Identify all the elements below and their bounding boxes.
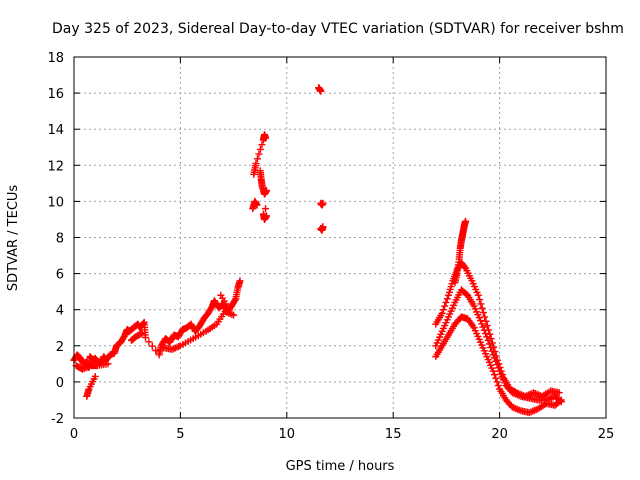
data-point [236,277,244,285]
data-point [488,347,496,355]
data-point [478,320,486,328]
series-points [451,217,470,287]
y-tick-label: 6 [56,268,64,283]
data-point [443,295,451,303]
data-point [262,205,270,213]
data-point [319,199,327,207]
data-point [438,309,446,317]
x-tick-label: 0 [70,427,78,442]
data-point [477,300,485,308]
x-tick-label: 20 [491,427,508,442]
data-point [262,134,270,142]
data-point [461,263,469,271]
data-point [556,397,564,405]
grid [74,57,606,418]
y-tick-label: 18 [47,51,64,66]
y-tick-label: 12 [47,159,64,174]
data-point [481,313,489,321]
data-point [482,330,490,338]
data-point [485,340,493,348]
chart-title: Day 325 of 2023, Sidereal Day-to-day VTE… [52,21,624,37]
x-tick-label: 15 [385,427,402,442]
data-point [474,291,482,299]
data-point [555,389,563,397]
data-point [231,296,239,304]
data-point [256,145,264,153]
data-point [104,360,112,368]
data-points [70,84,565,417]
data-point [225,306,233,314]
data-point [490,354,498,362]
data-point [441,302,449,310]
data-point [493,361,501,369]
data-point [494,382,502,390]
data-point [489,351,497,359]
data-point [255,150,263,158]
data-point [319,223,327,231]
y-tick-label: -2 [51,412,64,427]
data-point [252,159,260,167]
x-tick-label: 10 [279,427,296,442]
data-point [492,374,500,382]
x-tick-label: 25 [598,427,615,442]
data-point [145,338,153,346]
plot-frame [73,56,607,419]
data-point [557,396,565,404]
data-point [152,346,160,354]
y-tick-label: 14 [47,123,64,138]
data-point [138,329,146,337]
y-tick-label: 2 [56,340,64,355]
data-point [139,319,147,327]
data-point [137,330,145,338]
x-tick-label: 5 [176,427,184,442]
data-point [91,372,99,380]
data-point [480,326,488,334]
data-point [317,87,325,95]
data-point [479,323,487,331]
data-point [492,357,500,365]
series-points [249,131,271,223]
axis-ticks: 0 5 10 15 20 25 -2 0 2 4 6 8 10 12 14 16 18 [47,51,614,442]
data-point [482,317,490,325]
data-point [493,378,501,386]
data-point [490,371,498,379]
data-point [230,311,238,319]
data-point [494,364,502,372]
data-point [484,336,492,344]
data-point [479,309,487,317]
data-point [439,306,447,314]
data-point [462,217,470,225]
y-tick-label: 4 [56,304,64,319]
data-point [487,344,495,352]
data-point [483,333,491,341]
x-axis-label: GPS time / hours [286,459,395,474]
data-point [263,212,271,220]
data-point [253,201,261,209]
data-point [142,333,150,341]
data-point [476,296,484,304]
data-point [489,367,497,375]
data-point [148,342,156,350]
series-points [432,313,565,417]
data-point [483,322,491,330]
data-point [442,298,450,306]
y-tick-label: 0 [56,376,64,391]
y-tick-label: 10 [47,195,64,210]
series-points [70,277,244,400]
data-point [476,317,484,325]
series-points [315,84,327,234]
data-point [258,141,266,149]
data-point [253,155,261,163]
data-point [478,304,486,312]
y-tick-label: 16 [47,87,64,102]
data-point [263,187,271,195]
y-axis-label: SDTVAR / TECUs [6,185,21,292]
y-tick-label: 8 [56,232,64,247]
